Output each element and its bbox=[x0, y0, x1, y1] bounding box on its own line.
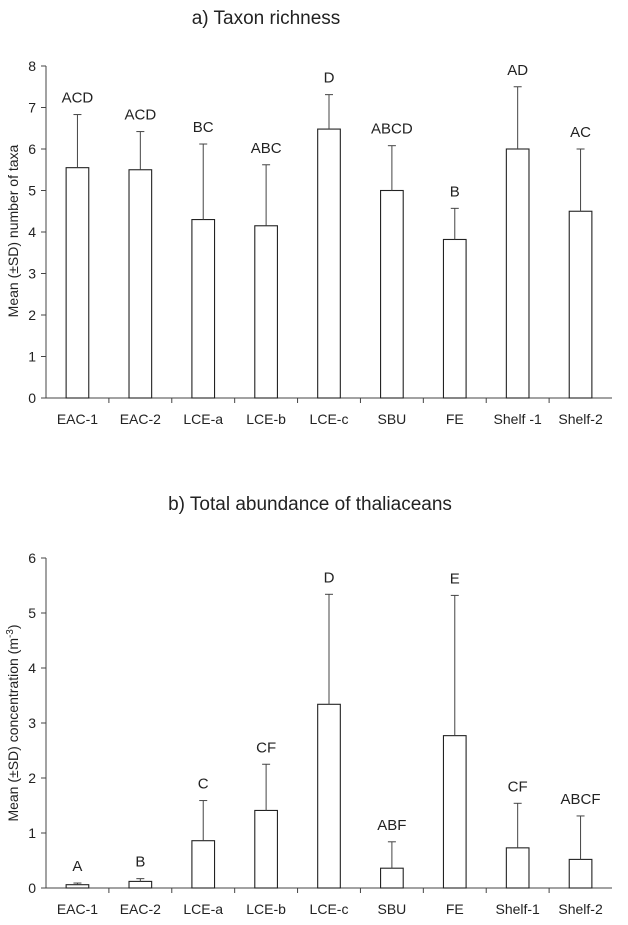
chart-a-bar bbox=[505, 148, 530, 399]
chart-b-significance-letter: E bbox=[450, 570, 460, 587]
chart-a-y-label: Mean (±SD) number of taxa bbox=[5, 144, 21, 317]
chart-b-x-tick-label: EAC-1 bbox=[57, 901, 98, 917]
chart-b-y-tick-label: 4 bbox=[28, 660, 36, 676]
chart-a-title: a) Taxon richness bbox=[192, 8, 341, 29]
chart-a-x-tick-label: LCE-a bbox=[183, 411, 223, 427]
chart-b-significance-letter: B bbox=[135, 854, 145, 871]
chart-b-title: b) Total abundance of thaliaceans bbox=[168, 494, 452, 515]
chart-b-x-tick-label: Shelf-1 bbox=[495, 901, 540, 917]
chart-b-bar bbox=[128, 880, 153, 889]
chart-a-bar bbox=[568, 210, 593, 399]
chart-b-y-tick-label: 1 bbox=[28, 825, 36, 841]
chart-a-plot: 012345678ACDEAC-1ACDEAC-2BCLCE-aABCLCE-b… bbox=[28, 58, 612, 427]
chart-b-bar bbox=[505, 847, 530, 889]
chart-b-x-tick-label: EAC-2 bbox=[120, 901, 161, 917]
chart-b-x-tick-label: LCE-c bbox=[310, 901, 349, 917]
chart-b-x-tick-label: FE bbox=[446, 901, 464, 917]
chart-a-y-tick-label: 8 bbox=[28, 58, 36, 74]
chart-b-x-tick-label: Shelf-2 bbox=[558, 901, 603, 917]
chart-b-y-label-superscript: -3 bbox=[5, 629, 16, 638]
chart-a-significance-letter: AC bbox=[570, 124, 591, 141]
chart-b-significance-letter: ABF bbox=[377, 817, 406, 834]
chart-a-y-tick-label: 6 bbox=[28, 141, 36, 157]
chart-a-bar bbox=[442, 238, 467, 399]
chart-b-y-tick-label: 5 bbox=[28, 605, 36, 621]
chart-a-bar bbox=[380, 189, 404, 399]
chart-a-x-tick-label: LCE-c bbox=[310, 411, 349, 427]
chart-b-y-label-end: ) bbox=[5, 624, 21, 629]
chart-a-x-tick-label: Shelf-2 bbox=[558, 411, 603, 427]
chart-b-x-tick-label: LCE-b bbox=[246, 901, 286, 917]
chart-a-bar bbox=[128, 169, 153, 399]
chart-a-y-tick-label: 7 bbox=[28, 100, 36, 116]
chart-a-bar bbox=[317, 128, 341, 399]
chart-a-significance-letter: ACD bbox=[62, 90, 94, 107]
chart-b-significance-letter: C bbox=[198, 776, 209, 793]
chart-a-y-tick-label: 4 bbox=[28, 224, 36, 240]
chart-a-significance-letter: BC bbox=[193, 119, 214, 136]
chart-a-significance-letter: AD bbox=[507, 62, 528, 79]
chart-a-bar bbox=[254, 225, 278, 399]
chart-b-y-tick-label: 2 bbox=[28, 770, 36, 786]
chart-a-significance-letter: ABCD bbox=[371, 121, 413, 138]
chart-b-x-tick-label: SBU bbox=[377, 901, 406, 917]
chart-b-y-label-main: Mean (±SD) concentration (m bbox=[5, 638, 21, 822]
chart-b-significance-letter: D bbox=[324, 569, 335, 586]
chart-b-y-tick-label: 0 bbox=[28, 880, 36, 896]
chart-a-x-tick-label: EAC-2 bbox=[120, 411, 161, 427]
chart-a-bar bbox=[191, 219, 216, 399]
chart-a-x-tick-label: EAC-1 bbox=[57, 411, 98, 427]
chart-b-bar bbox=[380, 867, 404, 889]
chart-b-plot: 0 1 2 3 4 5 6 A EAC-1 B EAC-2 C LCE-a CF LCE-b D LCE-c AB… bbox=[28, 550, 612, 917]
chart-b-bar bbox=[317, 703, 341, 889]
chart-a-significance-letter: ACD bbox=[124, 107, 156, 124]
chart-b: b) Total abundance of thaliaceans Mean (… bbox=[5, 494, 612, 917]
chart-a-y-tick-label: 1 bbox=[28, 349, 36, 365]
chart-a-bar bbox=[65, 167, 90, 399]
chart-a-significance-letter: ABC bbox=[251, 140, 282, 157]
chart-a-significance-letter: B bbox=[450, 183, 460, 200]
chart-a-x-tick-label: FE bbox=[446, 411, 464, 427]
chart-b-bar bbox=[65, 884, 90, 889]
chart-a-x-tick-label: SBU bbox=[377, 411, 406, 427]
chart-b-bar bbox=[254, 809, 278, 889]
chart-b-significance-letter: CF bbox=[508, 778, 528, 795]
chart-a-significance-letter: D bbox=[324, 70, 335, 87]
chart-b-y-tick-label: 3 bbox=[28, 715, 36, 731]
chart-b-bar bbox=[191, 840, 216, 889]
chart-a-x-tick-label: Shelf -1 bbox=[494, 411, 542, 427]
chart-a-y-tick-label: 0 bbox=[28, 390, 36, 406]
chart-b-y-tick-label: 6 bbox=[28, 550, 36, 566]
chart-b-significance-letter: A bbox=[72, 858, 82, 875]
chart-a-y-tick-label: 5 bbox=[28, 183, 36, 199]
chart-a-y-tick-label: 2 bbox=[28, 307, 36, 323]
chart-b-significance-letter: ABCF bbox=[561, 791, 601, 808]
chart-a: a) Taxon richness Mean (±SD) number of t… bbox=[5, 8, 612, 427]
chart-b-y-label: Mean (±SD) concentration (m-3) bbox=[5, 624, 22, 821]
chart-a-x-tick-label: LCE-b bbox=[246, 411, 286, 427]
chart-b-significance-letter: CF bbox=[256, 739, 276, 756]
chart-a-y-tick-label: 3 bbox=[28, 266, 36, 282]
chart-b-bar bbox=[442, 735, 467, 889]
chart-b-x-tick-label: LCE-a bbox=[183, 901, 223, 917]
chart-b-bar bbox=[568, 858, 593, 889]
